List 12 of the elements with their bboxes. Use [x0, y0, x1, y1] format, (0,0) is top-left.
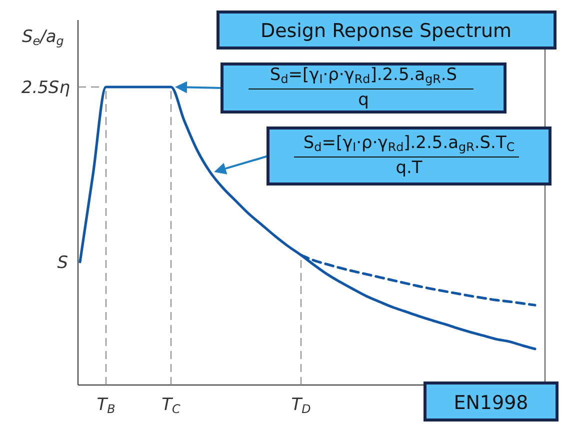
text: S [57, 252, 68, 273]
text: S$_{d}$=[γ$_{I}$·ρ·γ$_{Rd}$].2.5.a$_{gR}$.S [270, 65, 458, 86]
y-axis-title: S$_{e}$/a$_{g}$ [22, 27, 64, 48]
ref-line-label: 2.5Sη [21, 78, 70, 98]
text: EN1998 [454, 392, 528, 414]
x-tick-label: T$_{B}$ [96, 395, 116, 416]
x-tick-label: T$_{D}$ [291, 395, 311, 416]
annotation: q [358, 90, 369, 110]
chart-title: Design Reponse Spectrum [260, 20, 512, 42]
x-tick-label: T$_{C}$ [162, 395, 182, 416]
text: S$_{d}$=[γ$_{I}$·ρ·γ$_{Rd}$].2.5.a$_{gR}$.S.T$_{C}$ [303, 133, 515, 154]
annotation: q.T [396, 158, 423, 178]
